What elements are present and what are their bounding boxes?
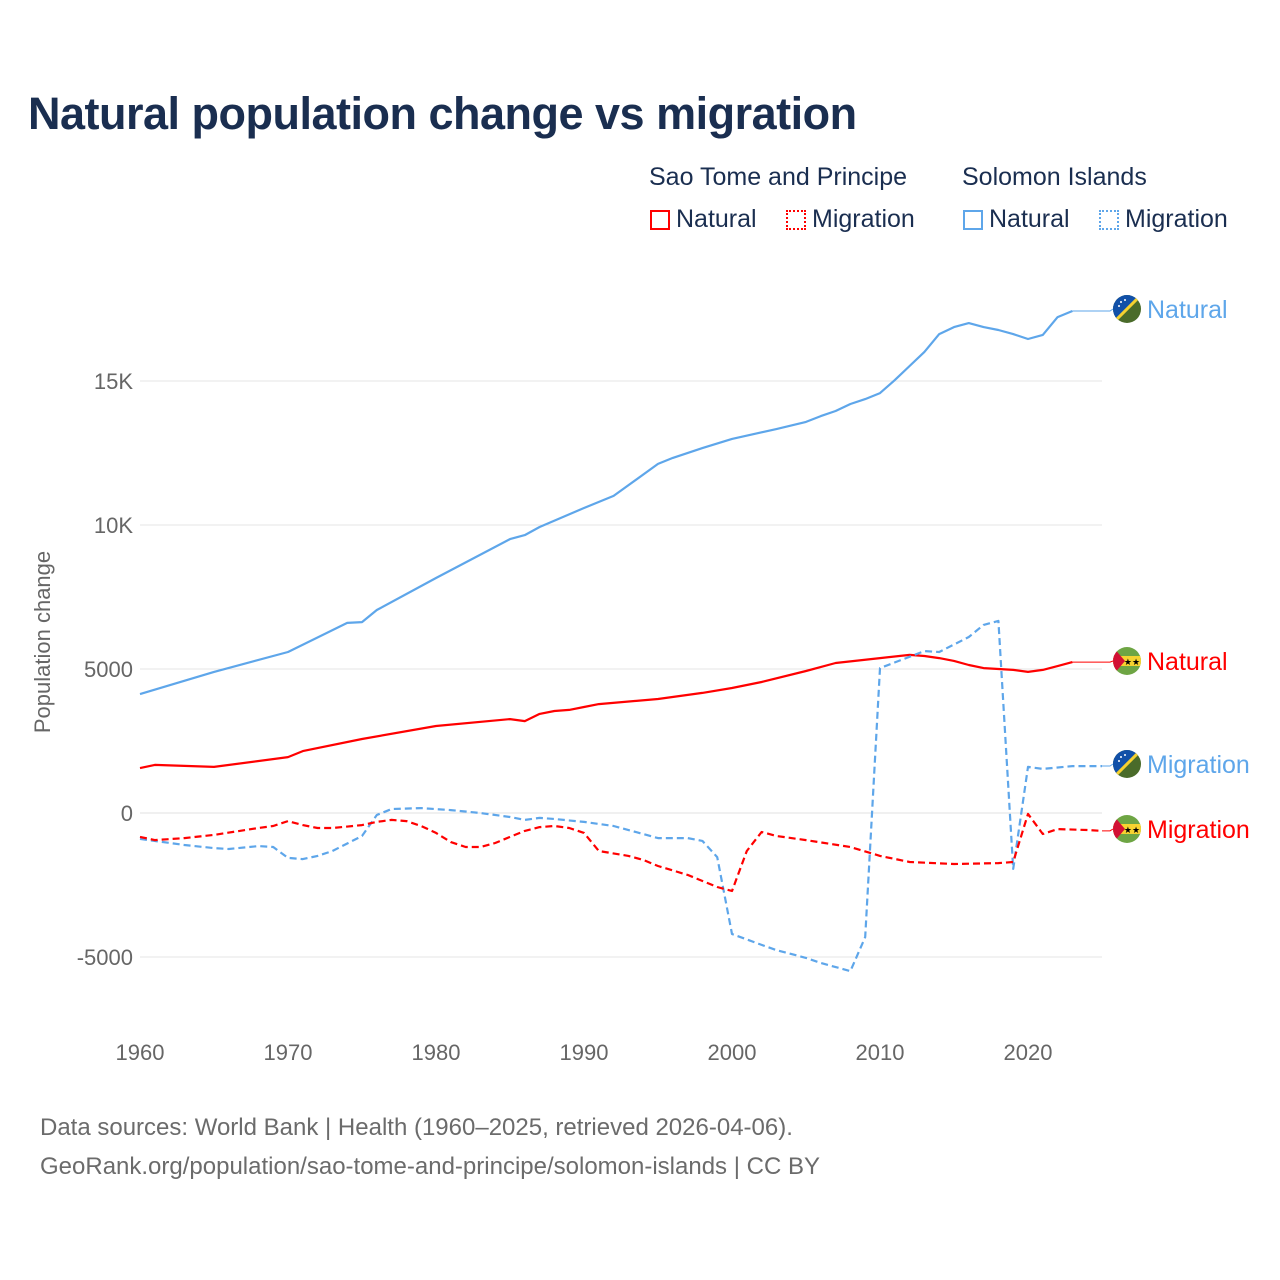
- svg-text:★★: ★★: [1124, 657, 1140, 667]
- footer-sources: Data sources: World Bank | Health (1960–…: [40, 1114, 793, 1141]
- x-tick-label: 1980: [412, 1040, 461, 1065]
- footer: Data sources: World Bank | Health (1960–…: [40, 1108, 820, 1186]
- legend-swatch-dotted: [1099, 209, 1119, 230]
- legend-group-solomon: Solomon Islands: [962, 163, 1147, 191]
- legend-item-solomon-natural[interactable]: Natural: [963, 205, 1070, 234]
- label-connector: [1072, 308, 1114, 312]
- legend-item-sao-migration[interactable]: Migration: [786, 205, 915, 234]
- x-tick-label: 1960: [116, 1040, 165, 1065]
- legend-label: Natural: [676, 205, 757, 233]
- legend-group-sao-tome: Sao Tome and Principe: [649, 163, 908, 191]
- legend-swatch-solid: [963, 209, 983, 230]
- series-line-0: [139, 309, 1073, 696]
- solomon-islands-flag-icon: [1113, 295, 1141, 323]
- x-tick-label: 2000: [708, 1040, 757, 1065]
- footer-link[interactable]: GeoRank.org/population/sao-tome-and-prin…: [40, 1153, 820, 1180]
- series-line-2: [139, 619, 1102, 973]
- label-connector: [1102, 828, 1114, 832]
- sao-tome-flag-icon: ★★: [1113, 815, 1141, 843]
- y-tick-label: -5000: [77, 945, 133, 970]
- series-end-label: Natural: [1147, 648, 1228, 676]
- label-connector: [1102, 763, 1114, 767]
- legend-label: Migration: [1125, 205, 1228, 233]
- series-end-label: Migration: [1147, 751, 1250, 779]
- legend-swatch-solid: [650, 209, 670, 230]
- y-axis-label: Population change: [30, 551, 55, 733]
- solomon-islands-flag-icon: [1113, 750, 1141, 778]
- y-tick-label: 5000: [84, 657, 133, 682]
- sao-tome-flag-icon: ★★: [1113, 647, 1141, 675]
- legend-label: Natural: [989, 205, 1070, 233]
- x-tick-label: 1970: [264, 1040, 313, 1065]
- series-line-3: [139, 812, 1103, 893]
- x-tick-label: 2020: [1004, 1040, 1053, 1065]
- y-tick-label: 10K: [94, 513, 133, 538]
- y-tick-label: 0: [121, 801, 133, 826]
- chart-title: Natural population change vs migration: [28, 88, 857, 139]
- svg-text:★★: ★★: [1124, 825, 1140, 835]
- series-end-label: Natural: [1147, 296, 1228, 324]
- legend-label: Migration: [812, 205, 915, 233]
- series-line-1: [139, 653, 1073, 770]
- x-tick-label: 2010: [856, 1040, 905, 1065]
- y-tick-label: 15K: [94, 369, 133, 394]
- label-connector: [1072, 660, 1114, 663]
- x-tick-label: 1990: [560, 1040, 609, 1065]
- legend-item-sao-natural[interactable]: Natural: [650, 205, 757, 234]
- legend-item-solomon-migration[interactable]: Migration: [1099, 205, 1228, 234]
- legend-swatch-dotted: [786, 209, 806, 230]
- series-end-label: Migration: [1147, 816, 1250, 844]
